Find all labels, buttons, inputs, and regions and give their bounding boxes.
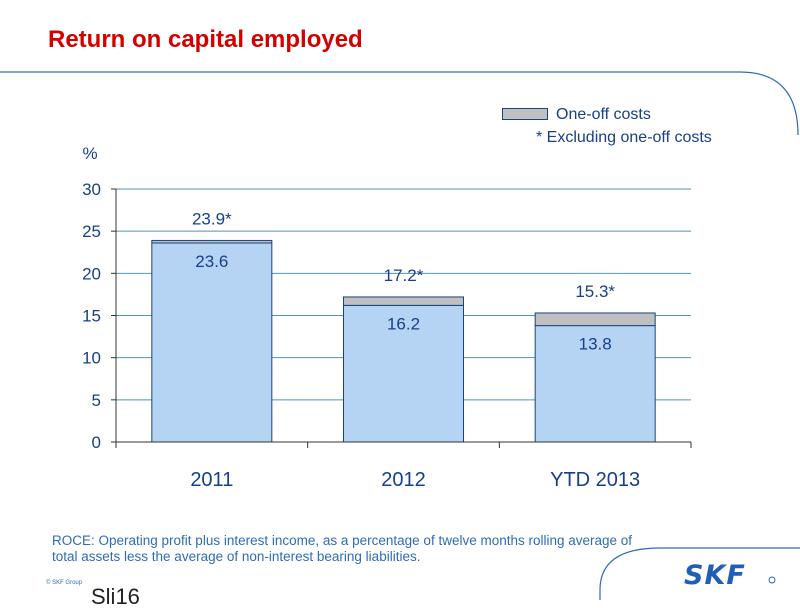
axes [111, 188, 692, 448]
labels: 0 5 10 15 20 25 30% 23.6 23.9* 2011 16.2 17.2* 2012 1… [82, 144, 640, 491]
slide-title: Return on capital employed [48, 26, 363, 53]
y-tick-label: 0 [92, 433, 101, 452]
legend-label-one-off: One-off costs [556, 106, 651, 123]
bar-value-label: 23.6 [195, 252, 228, 271]
legend-item-excluding: * Excluding one-off costs [502, 128, 782, 152]
bar-one-off [343, 296, 464, 306]
legend-swatch-one-off [502, 108, 548, 120]
bar-total-label: 15.3* [575, 282, 615, 301]
skf-logo-text: SKF [684, 560, 746, 590]
bar-value-label: 16.2 [387, 314, 420, 333]
footer-divider-line [599, 547, 800, 600]
copyright: © SKF Group [46, 580, 83, 586]
slide-number: Sli16 [91, 584, 140, 609]
x-tick-label: YTD 2013 [550, 469, 640, 491]
y-tick-label: 10 [82, 349, 101, 368]
x-tick-label: 2012 [381, 469, 426, 491]
bar-total-label: 17.2* [384, 266, 424, 285]
bar-base [151, 242, 273, 443]
bar-base [343, 304, 464, 443]
y-axis-label: % [82, 144, 97, 163]
header-divider-line [0, 71, 799, 136]
footnote: ROCE: Operating profit plus interest inc… [52, 533, 633, 564]
y-tick-label: 5 [92, 391, 101, 410]
y-tick-label: 30 [82, 180, 101, 199]
legend: One-off costs * Excluding one-off costs [502, 104, 782, 152]
bar-one-off [534, 312, 656, 327]
registered-mark-icon [768, 576, 776, 584]
bar-total-label: 23.9* [192, 209, 232, 228]
legend-item-one-off: One-off costs [502, 104, 782, 128]
y-tick-label: 20 [82, 264, 101, 283]
skf-logo: SKF [684, 560, 776, 590]
bars [151, 239, 656, 443]
bar-one-off [151, 239, 273, 244]
y-tick-label: 25 [82, 222, 101, 241]
x-tick-label: 2011 [190, 469, 233, 491]
bar-base [534, 325, 656, 443]
legend-label-excluding: * Excluding one-off costs [536, 129, 712, 146]
bar-value-label: 13.8 [579, 335, 612, 354]
y-tick-label: 15 [82, 307, 101, 326]
